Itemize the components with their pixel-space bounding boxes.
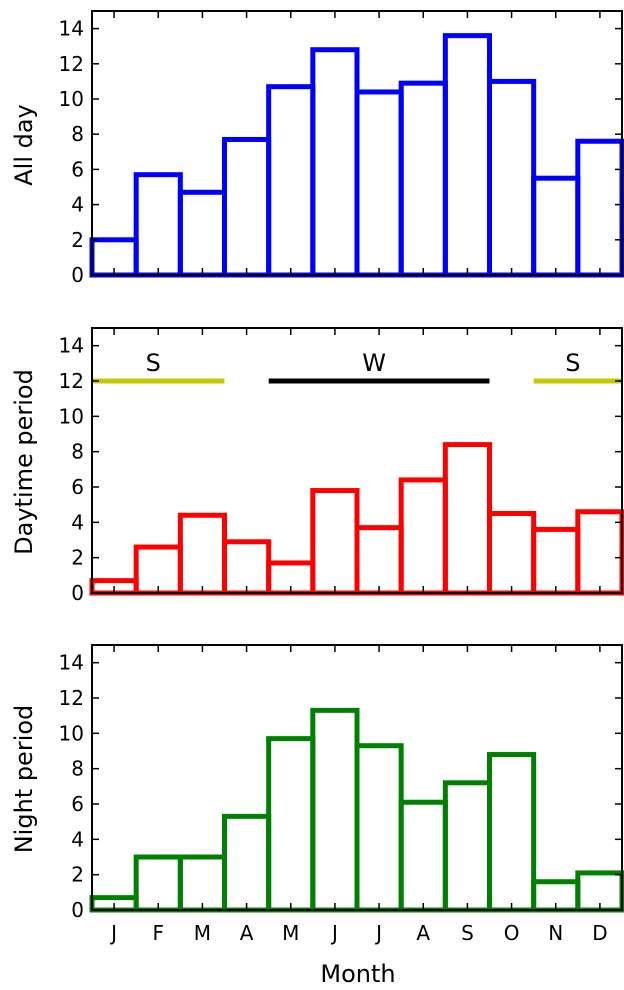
bar-11 [531, 175, 581, 278]
panel-daytime-period: Daytime period 0 2 4 6 8 10 12 14 S W S [10, 327, 624, 605]
bar-7 [354, 89, 404, 278]
x-tick-label: J [374, 921, 382, 945]
x-tick-label: O [504, 921, 520, 945]
bars-daytime-period [89, 442, 624, 596]
bar-10 [487, 78, 537, 278]
y-tick-label: 12 [59, 686, 84, 710]
bar-7 [354, 525, 404, 596]
y-tick-label: 2 [71, 546, 84, 570]
x-tick-label: M [194, 921, 211, 945]
bar-2 [133, 854, 183, 913]
y-tick-label: 8 [71, 757, 84, 781]
bar-9 [442, 33, 493, 278]
bar-11 [531, 526, 581, 596]
bar-7 [354, 743, 404, 913]
y-tick-label: 4 [71, 510, 84, 534]
bar-6 [310, 47, 360, 278]
bar-4 [222, 539, 272, 596]
y-tick-labels-daytime-period: 0 2 4 6 8 10 12 14 [59, 334, 84, 605]
season-label-3: S [565, 349, 580, 377]
y-tick-label: 0 [71, 898, 84, 922]
y-tick-label: 4 [71, 193, 84, 217]
y-tick-labels-night-period: 0 2 4 6 8 10 12 14 [59, 651, 84, 922]
bar-3 [177, 512, 227, 596]
y-tick-label: 14 [59, 17, 84, 41]
x-tick-label: J [330, 921, 338, 945]
y-tick-label: 0 [71, 263, 84, 287]
y-tick-label: 8 [71, 440, 84, 464]
bar-5 [266, 736, 316, 913]
season-label-1: S [146, 349, 161, 377]
season-label-2: W [362, 349, 386, 377]
bar-4 [222, 136, 272, 278]
x-tick-label: J [109, 921, 117, 945]
panel-all-day: All day 0 2 4 6 8 10 12 14 [10, 10, 624, 287]
y-axis-title-night-period: Night period [10, 705, 38, 854]
bars-night-period [89, 707, 624, 913]
y-tick-label: 12 [59, 52, 84, 76]
bar-3 [177, 189, 227, 278]
bar-10 [487, 752, 537, 913]
y-tick-label: 2 [71, 863, 84, 887]
y-tick-label: 6 [71, 792, 84, 816]
bar-8 [398, 80, 448, 278]
ticks-all-day [92, 11, 622, 276]
bar-8 [398, 477, 448, 596]
bar-2 [133, 172, 183, 278]
x-tick-label: M [282, 921, 299, 945]
bar-9 [442, 780, 493, 913]
x-tick-label: N [548, 921, 563, 945]
plot-frame-all-day [91, 10, 623, 276]
bar-8 [398, 799, 448, 913]
x-tick-label: D [592, 921, 607, 945]
y-tick-label: 14 [59, 651, 84, 675]
y-tick-label: 14 [59, 334, 84, 358]
y-tick-label: 10 [59, 721, 84, 745]
y-tick-label: 10 [59, 404, 84, 428]
y-tick-label: 12 [59, 369, 84, 393]
y-tick-label: 0 [71, 581, 84, 605]
y-tick-label: 6 [71, 475, 84, 499]
bar-6 [310, 707, 360, 913]
y-axis-title-all-day: All day [10, 104, 38, 186]
y-tick-label: 8 [71, 122, 84, 146]
x-tick-label: S [461, 921, 474, 945]
x-axis-title-month: Month [320, 960, 395, 988]
bar-4 [222, 813, 272, 913]
x-tick-label: A [416, 921, 430, 945]
y-axis-title-daytime-period: Daytime period [10, 369, 38, 555]
bar-12 [575, 509, 624, 596]
y-tick-labels-all-day: 0 2 4 6 8 10 12 14 [59, 17, 84, 287]
plot-frame-night-period [91, 644, 623, 911]
y-tick-label: 4 [71, 827, 84, 851]
ticks-night-period [92, 645, 622, 911]
y-tick-label: 6 [71, 157, 84, 181]
plot-frame-daytime-period [91, 327, 623, 594]
bar-10 [487, 511, 537, 596]
y-tick-label: 2 [71, 228, 84, 252]
bars-all-day [89, 33, 624, 278]
bar-6 [310, 488, 360, 596]
y-tick-label: 10 [59, 87, 84, 111]
bar-5 [266, 84, 316, 278]
x-tick-label: A [240, 921, 254, 945]
panel-night-period: Night period 0 2 4 6 8 10 12 14 J F M A M J J A S O N D Mo… [10, 644, 624, 988]
bar-12 [575, 138, 624, 278]
bar-3 [177, 854, 227, 913]
bar-9 [442, 442, 493, 596]
x-tick-label: F [152, 921, 164, 945]
